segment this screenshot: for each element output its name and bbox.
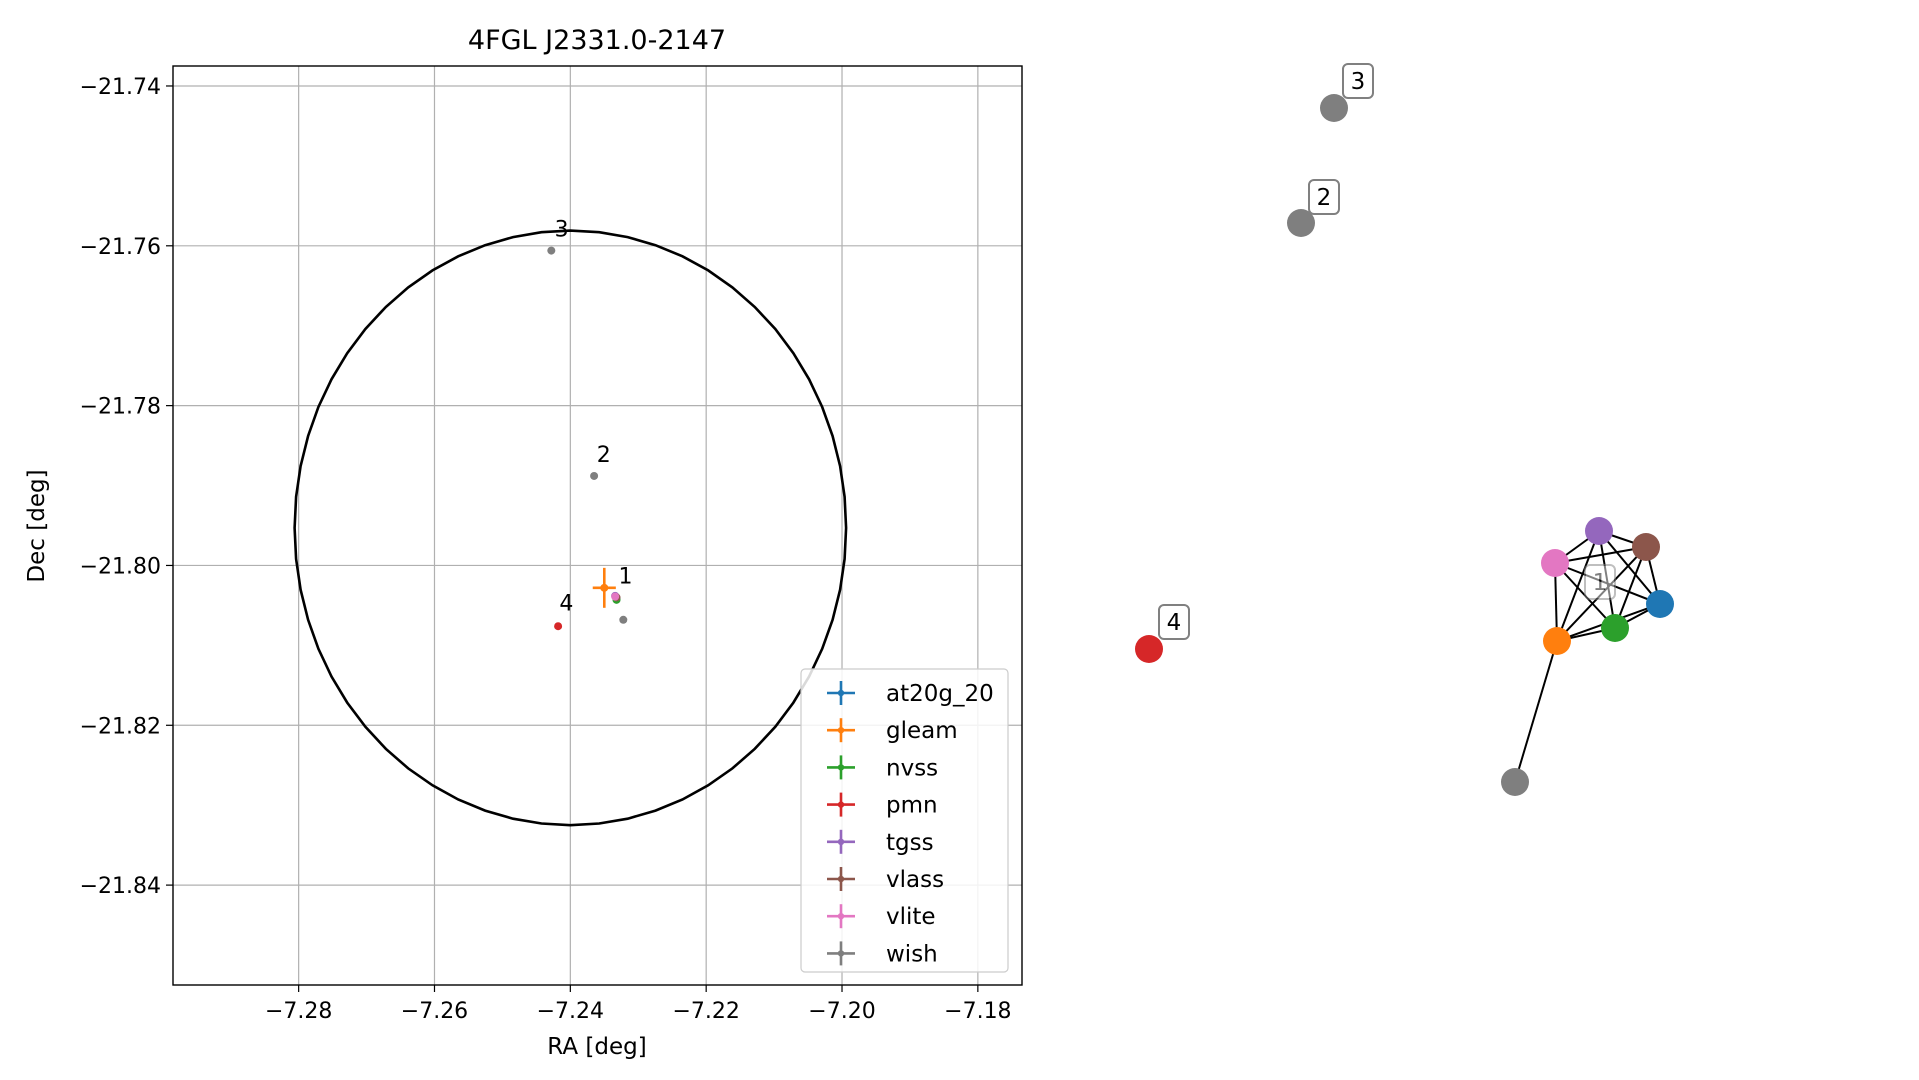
legend-entry-tgss: tgss [827,829,934,856]
cluster-label-text: 1 [1593,570,1608,596]
legend-label: at20g_20 [886,681,994,707]
network-node-vlite [1541,549,1569,577]
legend-entry-pmn: pmn [827,792,938,819]
cluster-label: 2 [1308,179,1340,215]
legend-label: pmn [886,793,938,819]
point-annotation: 2 [597,443,611,468]
cluster-label-text: 4 [1167,610,1182,636]
legend-label: nvss [886,755,938,781]
point-annotation: 1 [618,564,632,589]
error-ellipse [293,229,848,827]
legend-marker-dot [837,727,845,734]
y-axis-label: Dec [deg] [24,469,50,582]
y-tick-label: −21.84 [80,874,161,899]
scatter-panel: 1 2 3 4 −7.28 −7.26 −7.24 −7.22 −7.20 −7.18 −21.7… [24,25,1023,1060]
point-annotation: 3 [555,218,569,243]
legend-entry-wish: wish [827,941,938,967]
nodes-layer [1135,94,1674,796]
legend-marker-dot [837,913,845,920]
y-tick-label: −21.82 [80,714,161,739]
network-edge [1598,530,1661,605]
network-node-nvss [1601,614,1629,642]
legend-entry-at20g_20: at20g_20 [827,681,994,707]
network-node-wish_1 [1501,768,1529,796]
network-panel: 1 2 3 4 [1135,63,1674,796]
legend-entry-vlite: vlite [827,904,936,930]
ellipse-layer [293,229,848,827]
x-tick-label: −7.24 [537,999,604,1024]
cluster-label-box [1584,564,1616,600]
net-labels-layer: 1 2 3 4 [1158,63,1616,640]
legend-marker-dot [837,764,845,771]
x-axis-label: RA [deg] [547,1034,646,1060]
legend-label: wish [886,941,938,967]
network-edge [1554,546,1647,564]
legend-marker-dot [837,950,845,957]
y-tick-label: −21.74 [80,75,161,100]
x-tick-label: −7.22 [672,999,739,1024]
network-node-tgss [1585,517,1613,545]
cluster-label-text: 3 [1351,69,1366,95]
legend-marker-dot [837,801,845,808]
legend-entry-nvss: nvss [827,755,938,781]
network-edge [1556,530,1600,642]
network-edge [1614,546,1647,629]
ticks-layer: −7.28 −7.26 −7.24 −7.22 −7.20 −7.18 −21.74 −21.… [80,75,1012,1024]
x-tick-label: −7.18 [944,999,1011,1024]
legend-label: gleam [886,718,958,744]
cluster-label-box [1158,604,1190,640]
legend-entry-gleam: gleam [827,718,958,744]
data-point-wish [619,615,628,624]
data-point-wish [590,471,599,480]
legend-marker-dot [837,838,845,845]
data-point-wish [547,246,556,255]
cluster-label-text: 2 [1317,185,1332,211]
legend-label: tgss [886,830,934,856]
network-node-wish_2 [1287,209,1315,237]
legend-entry-vlass: vlass [827,867,944,893]
network-node-vlass [1632,533,1660,561]
axes-frame [172,65,1023,986]
legend-label: vlite [886,904,936,930]
marks-layer: 1 2 3 4 [547,218,632,631]
data-point-gleam [600,583,609,592]
y-tick-label: −21.78 [80,395,161,420]
legend-marker-dot [837,689,845,697]
chart-title: 4FGL J2331.0-2147 [468,25,726,56]
data-point-vlite [611,592,620,601]
x-tick-label: −7.28 [265,999,332,1024]
network-node-pmn [1135,635,1163,663]
cluster-label-box [1342,63,1374,99]
y-tick-label: −21.80 [80,554,161,579]
legend-label: vlass [886,867,944,893]
cluster-label: 4 [1158,604,1190,640]
network-node-gleam [1543,627,1571,655]
legend-frame [800,668,1009,973]
cluster-label: 3 [1342,63,1374,99]
network-node-at20g_20 [1646,590,1674,618]
x-tick-label: −7.20 [808,999,875,1024]
x-tick-label: −7.26 [401,999,468,1024]
cluster-label: 1 [1584,564,1616,600]
network-edge [1514,640,1558,783]
data-point-pmn [554,622,563,631]
point-annotation: 4 [559,592,573,617]
y-tick-label: −21.76 [80,235,161,260]
legend-marker-dot [837,875,845,883]
cluster-label-box [1308,179,1340,215]
network-node-wish_3 [1320,94,1348,122]
